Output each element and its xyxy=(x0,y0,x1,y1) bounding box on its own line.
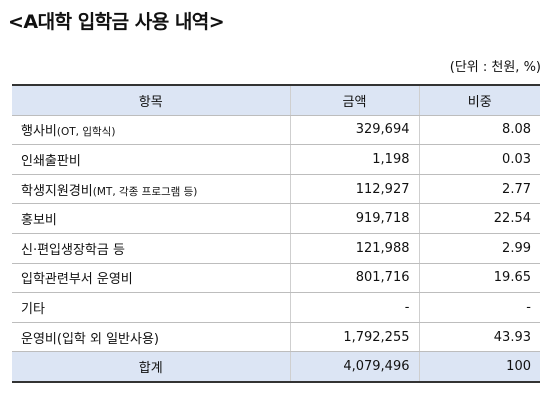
table-header-row: 항목 금액 비중 xyxy=(12,85,540,116)
row-amount: 112,927 xyxy=(289,174,419,205)
row-amount: 1,198 xyxy=(289,144,419,175)
row-ratio: 0.03 xyxy=(418,144,540,175)
row-ratio: - xyxy=(418,292,540,323)
table-row: 운영비(입학 외 일반사용) 1,792,255 43.93 xyxy=(12,322,540,353)
row-note: (OT, 입학식) xyxy=(56,126,116,139)
row-label: 홍보비 xyxy=(21,213,57,229)
row-amount: - xyxy=(289,292,419,323)
table-row: 인쇄출판비 1,198 0.03 xyxy=(12,144,540,175)
row-label: 신·편입생장학금 등 xyxy=(21,242,125,258)
row-ratio: 43.93 xyxy=(418,322,540,353)
row-item-cell: 운영비(입학 외 일반사용) xyxy=(12,322,290,353)
total-ratio: 100 xyxy=(418,351,540,383)
total-row: 합계 4,079,496 100 xyxy=(12,351,540,383)
row-amount: 919,718 xyxy=(289,203,419,234)
row-label: 학생지원경비 xyxy=(21,183,93,199)
row-item-cell: 신·편입생장학금 등 xyxy=(12,233,290,264)
row-ratio: 22.54 xyxy=(418,203,540,234)
page-title: <A대학 입학금 사용 내역> xyxy=(8,11,225,33)
header-item: 항목 xyxy=(12,85,290,116)
row-item-cell: 인쇄출판비 xyxy=(12,144,290,175)
row-label: 운영비(입학 외 일반사용) xyxy=(21,331,160,347)
header-ratio: 비중 xyxy=(418,85,540,116)
row-ratio: 2.77 xyxy=(418,174,540,205)
table-row: 기타 - - xyxy=(12,292,540,323)
row-label: 행사비 xyxy=(21,124,57,140)
total-label: 합계 xyxy=(12,351,290,383)
header-amount: 금액 xyxy=(289,85,419,116)
table-row: 학생지원경비(MT, 각종 프로그램 등) 112,927 2.77 xyxy=(12,174,540,205)
row-amount: 121,988 xyxy=(289,233,419,264)
row-ratio: 19.65 xyxy=(418,263,540,294)
table-row: 홍보비 919,718 22.54 xyxy=(12,203,540,234)
table-row: 신·편입생장학금 등 121,988 2.99 xyxy=(12,233,540,264)
total-amount: 4,079,496 xyxy=(289,351,419,383)
row-ratio: 8.08 xyxy=(418,115,540,146)
usage-table: 항목 금액 비중 행사비(OT, 입학식) 329,694 8.08 인쇄출판비… xyxy=(12,84,540,383)
row-amount: 329,694 xyxy=(289,115,419,146)
unit-note: (단위 : 천원, %) xyxy=(449,60,541,75)
row-label: 인쇄출판비 xyxy=(21,153,81,169)
row-item-cell: 기타 xyxy=(12,292,290,323)
row-item-cell: 학생지원경비(MT, 각종 프로그램 등) xyxy=(12,174,290,205)
row-item-cell: 홍보비 xyxy=(12,203,290,234)
row-item-cell: 행사비(OT, 입학식) xyxy=(12,115,290,146)
row-ratio: 2.99 xyxy=(418,233,540,264)
row-label: 입학관련부서 운영비 xyxy=(21,272,133,288)
row-note: (MT, 각종 프로그램 등) xyxy=(92,185,198,198)
row-label: 기타 xyxy=(21,301,45,317)
table-row: 입학관련부서 운영비 801,716 19.65 xyxy=(12,263,540,294)
table-row: 행사비(OT, 입학식) 329,694 8.08 xyxy=(12,115,540,146)
row-item-cell: 입학관련부서 운영비 xyxy=(12,263,290,294)
row-amount: 1,792,255 xyxy=(289,322,419,353)
row-amount: 801,716 xyxy=(289,263,419,294)
